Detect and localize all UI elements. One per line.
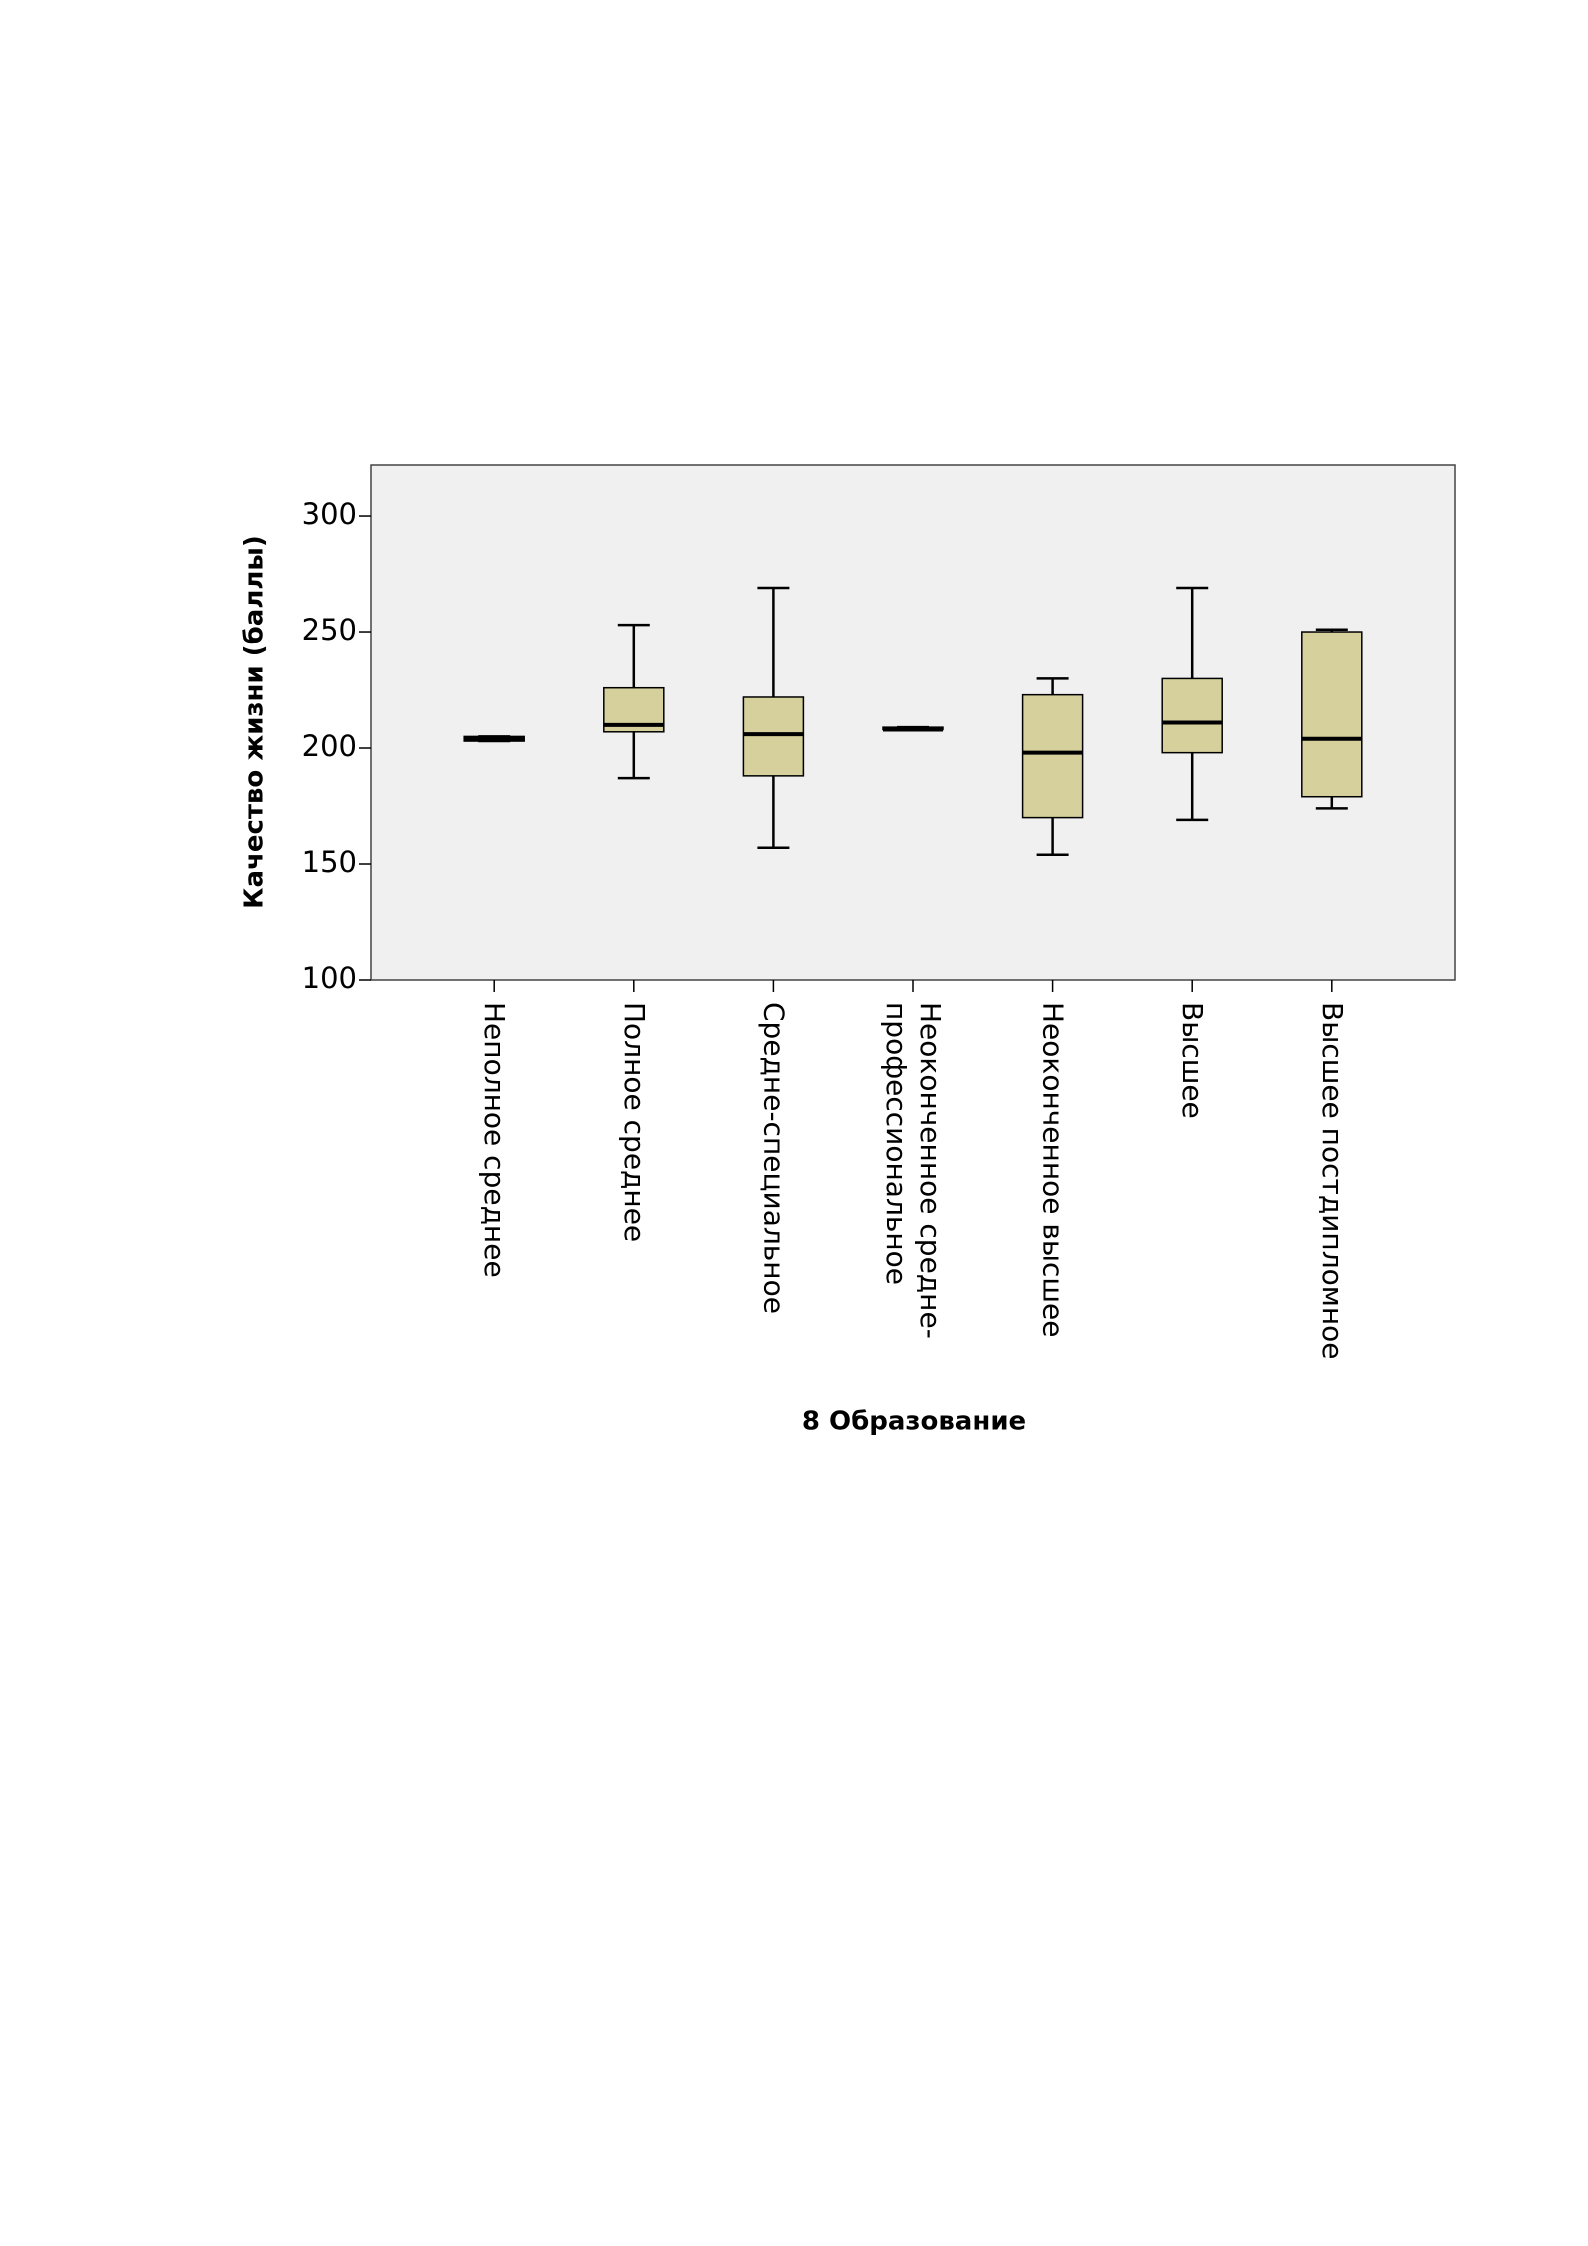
box xyxy=(1021,693,1084,819)
x-axis-label: 8 Образование xyxy=(802,1407,1026,1437)
plot-area xyxy=(370,464,1456,981)
y-axis-label: Качество жизни (баллы) xyxy=(240,535,270,909)
y-tick-label: 100 xyxy=(302,961,357,995)
box xyxy=(1161,677,1223,754)
y-tick-label: 150 xyxy=(302,845,357,879)
x-tick-label: Неполное среднее xyxy=(478,1002,512,1278)
box xyxy=(1301,631,1363,798)
x-tick-label: Высшее xyxy=(1176,1002,1210,1119)
x-tick-label: Средне-специальное xyxy=(757,1002,791,1314)
y-tick-label: 300 xyxy=(302,497,357,531)
x-tick-label: Неоконченное высшее xyxy=(1036,1002,1070,1338)
y-tick-label: 250 xyxy=(302,613,357,647)
x-tick-label: Неоконченное средне- профессиональное xyxy=(880,1002,947,1339)
x-tick-label: Полное среднее xyxy=(617,1002,651,1243)
y-tick-label: 200 xyxy=(302,729,357,763)
x-tick-label: Высшее постдипломное xyxy=(1315,1002,1349,1360)
box xyxy=(742,696,805,777)
